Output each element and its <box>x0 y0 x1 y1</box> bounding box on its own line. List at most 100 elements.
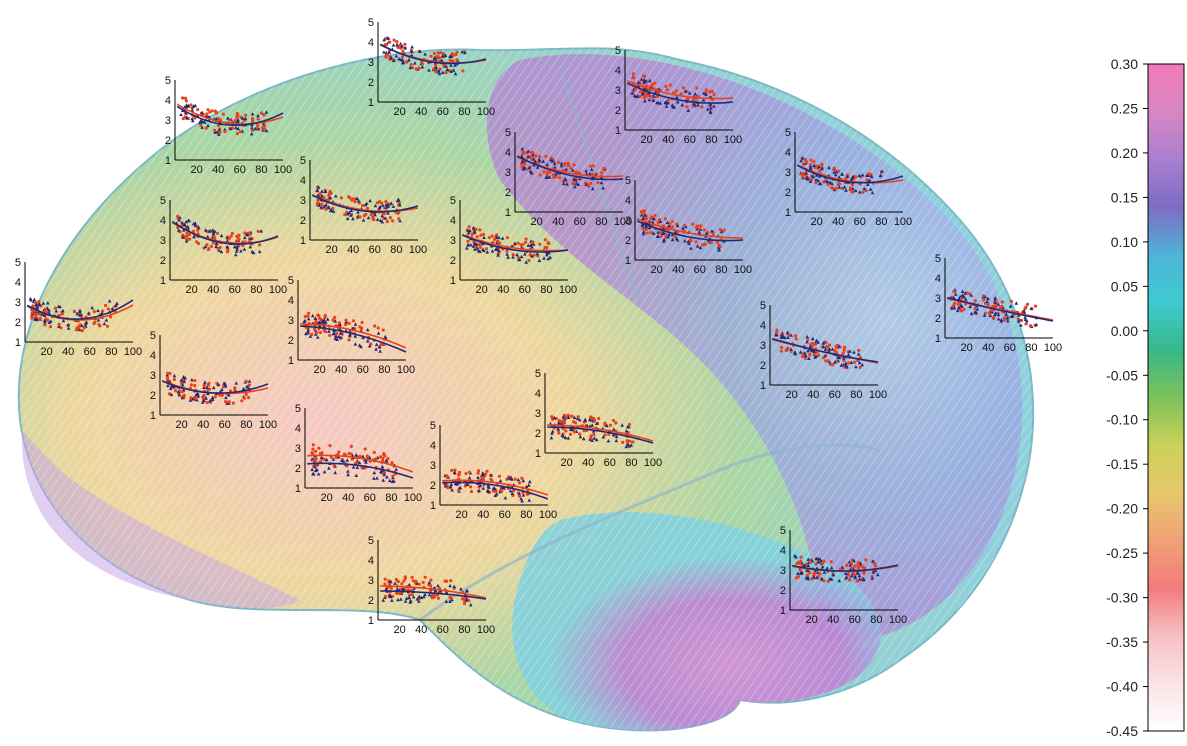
point-series-a <box>351 197 355 201</box>
point-series-b <box>319 205 323 209</box>
y-tick-label: 5 <box>780 525 786 537</box>
point-series-a <box>850 183 855 187</box>
point-series-a <box>538 173 542 177</box>
x-tick-label: 80 <box>105 346 117 358</box>
point-series-b <box>680 103 685 107</box>
point-series-b <box>513 241 517 245</box>
point-series-b <box>427 580 432 585</box>
point-series-b <box>825 179 830 184</box>
point-series-a <box>378 455 382 459</box>
y-tick-label: 5 <box>15 257 21 269</box>
point-series-a <box>545 172 549 176</box>
point-series-b <box>532 157 536 161</box>
point-series-a <box>638 94 642 99</box>
point-series-b <box>647 225 652 230</box>
point-series-b <box>520 159 525 164</box>
point-series-b <box>500 236 505 240</box>
point-series-b <box>107 299 112 303</box>
point-series-b <box>611 432 616 437</box>
point-series-a <box>180 390 184 394</box>
point-series-b <box>800 156 805 160</box>
point-series-a <box>485 469 489 473</box>
point-series-b <box>249 132 254 136</box>
point-series-a <box>385 219 389 224</box>
point-series-b <box>878 173 883 178</box>
point-series-b <box>391 43 396 47</box>
scatter-panel-p4: 1 2 3 4 5 20 40 60 80 100 <box>150 330 277 431</box>
point-series-a <box>184 99 188 103</box>
point-series-a <box>167 392 171 396</box>
point-series-a <box>826 579 830 584</box>
fit-curve-series-a <box>626 80 734 100</box>
point-series-b <box>168 386 173 391</box>
point-series-b <box>643 213 647 217</box>
y-tick-label: 5 <box>295 403 301 415</box>
point-series-b <box>177 393 182 397</box>
point-series-b <box>382 38 386 42</box>
point-series-a <box>450 59 455 63</box>
y-tick-label: 4 <box>625 195 631 207</box>
point-series-b <box>545 162 549 167</box>
point-series-b <box>324 202 328 207</box>
point-series-a <box>34 314 38 318</box>
x-tick-label: 60 <box>364 492 376 504</box>
point-series-b <box>473 230 477 234</box>
y-tick-label: 2 <box>615 105 621 117</box>
point-series-a <box>381 456 385 460</box>
fit-curve-series-b <box>171 220 279 245</box>
point-series-a <box>494 489 498 494</box>
point-series-b <box>415 597 420 601</box>
x-tick-label: 100 <box>724 134 742 146</box>
x-tick-label: 80 <box>715 264 727 276</box>
y-tick-label: 4 <box>300 175 306 187</box>
point-series-b <box>963 291 967 295</box>
y-tick-label: 5 <box>505 127 511 139</box>
point-series-b <box>200 110 204 115</box>
x-tick-label: 40 <box>982 342 994 354</box>
fit-curve-series-b <box>771 337 879 363</box>
fit-curve-series-a <box>461 234 569 252</box>
point-series-b <box>656 101 661 105</box>
x-tick-label: 60 <box>234 164 246 176</box>
point-series-a <box>715 240 719 244</box>
central-sulcus <box>558 69 642 301</box>
y-tick-label: 4 <box>368 555 374 567</box>
point-series-a <box>836 169 841 173</box>
point-series-b <box>674 236 679 240</box>
scatter-panel-p6: 1 2 3 4 5 20 40 60 80 100 <box>300 155 427 256</box>
x-tick-label: 20 <box>810 216 822 228</box>
point-series-a <box>314 457 318 461</box>
point-series-a <box>864 558 868 562</box>
point-series-a <box>558 176 562 180</box>
point-series-b <box>325 317 330 321</box>
point-series-b <box>833 360 837 364</box>
point-series-a <box>181 394 186 398</box>
point-series-b <box>384 587 388 591</box>
scatter-panel-p16: 1 2 3 4 5 20 40 60 80 100 <box>430 420 557 521</box>
point-series-b <box>802 563 807 567</box>
point-series-b <box>346 472 350 477</box>
point-series-b <box>223 381 227 386</box>
point-series-a <box>384 55 388 59</box>
point-series-b <box>523 252 527 256</box>
point-series-b <box>357 343 362 347</box>
colorbar-tick-label: -0.35 <box>1106 634 1138 650</box>
point-series-b <box>473 242 477 246</box>
point-series-a <box>855 579 860 583</box>
point-series-b <box>857 173 862 178</box>
point-series-a <box>256 124 260 128</box>
point-series-b <box>459 587 463 591</box>
point-series-b <box>83 322 88 326</box>
point-series-b <box>176 228 181 232</box>
point-series-b <box>520 499 524 503</box>
point-series-a <box>57 322 61 326</box>
point-series-b <box>77 327 82 332</box>
point-series-b <box>419 595 424 600</box>
point-series-b <box>35 305 39 310</box>
point-series-a <box>568 432 573 436</box>
point-series-b <box>614 434 619 439</box>
point-series-b <box>812 575 816 579</box>
point-series-a <box>235 131 240 136</box>
point-series-b <box>481 473 485 477</box>
point-series-a <box>659 231 663 235</box>
